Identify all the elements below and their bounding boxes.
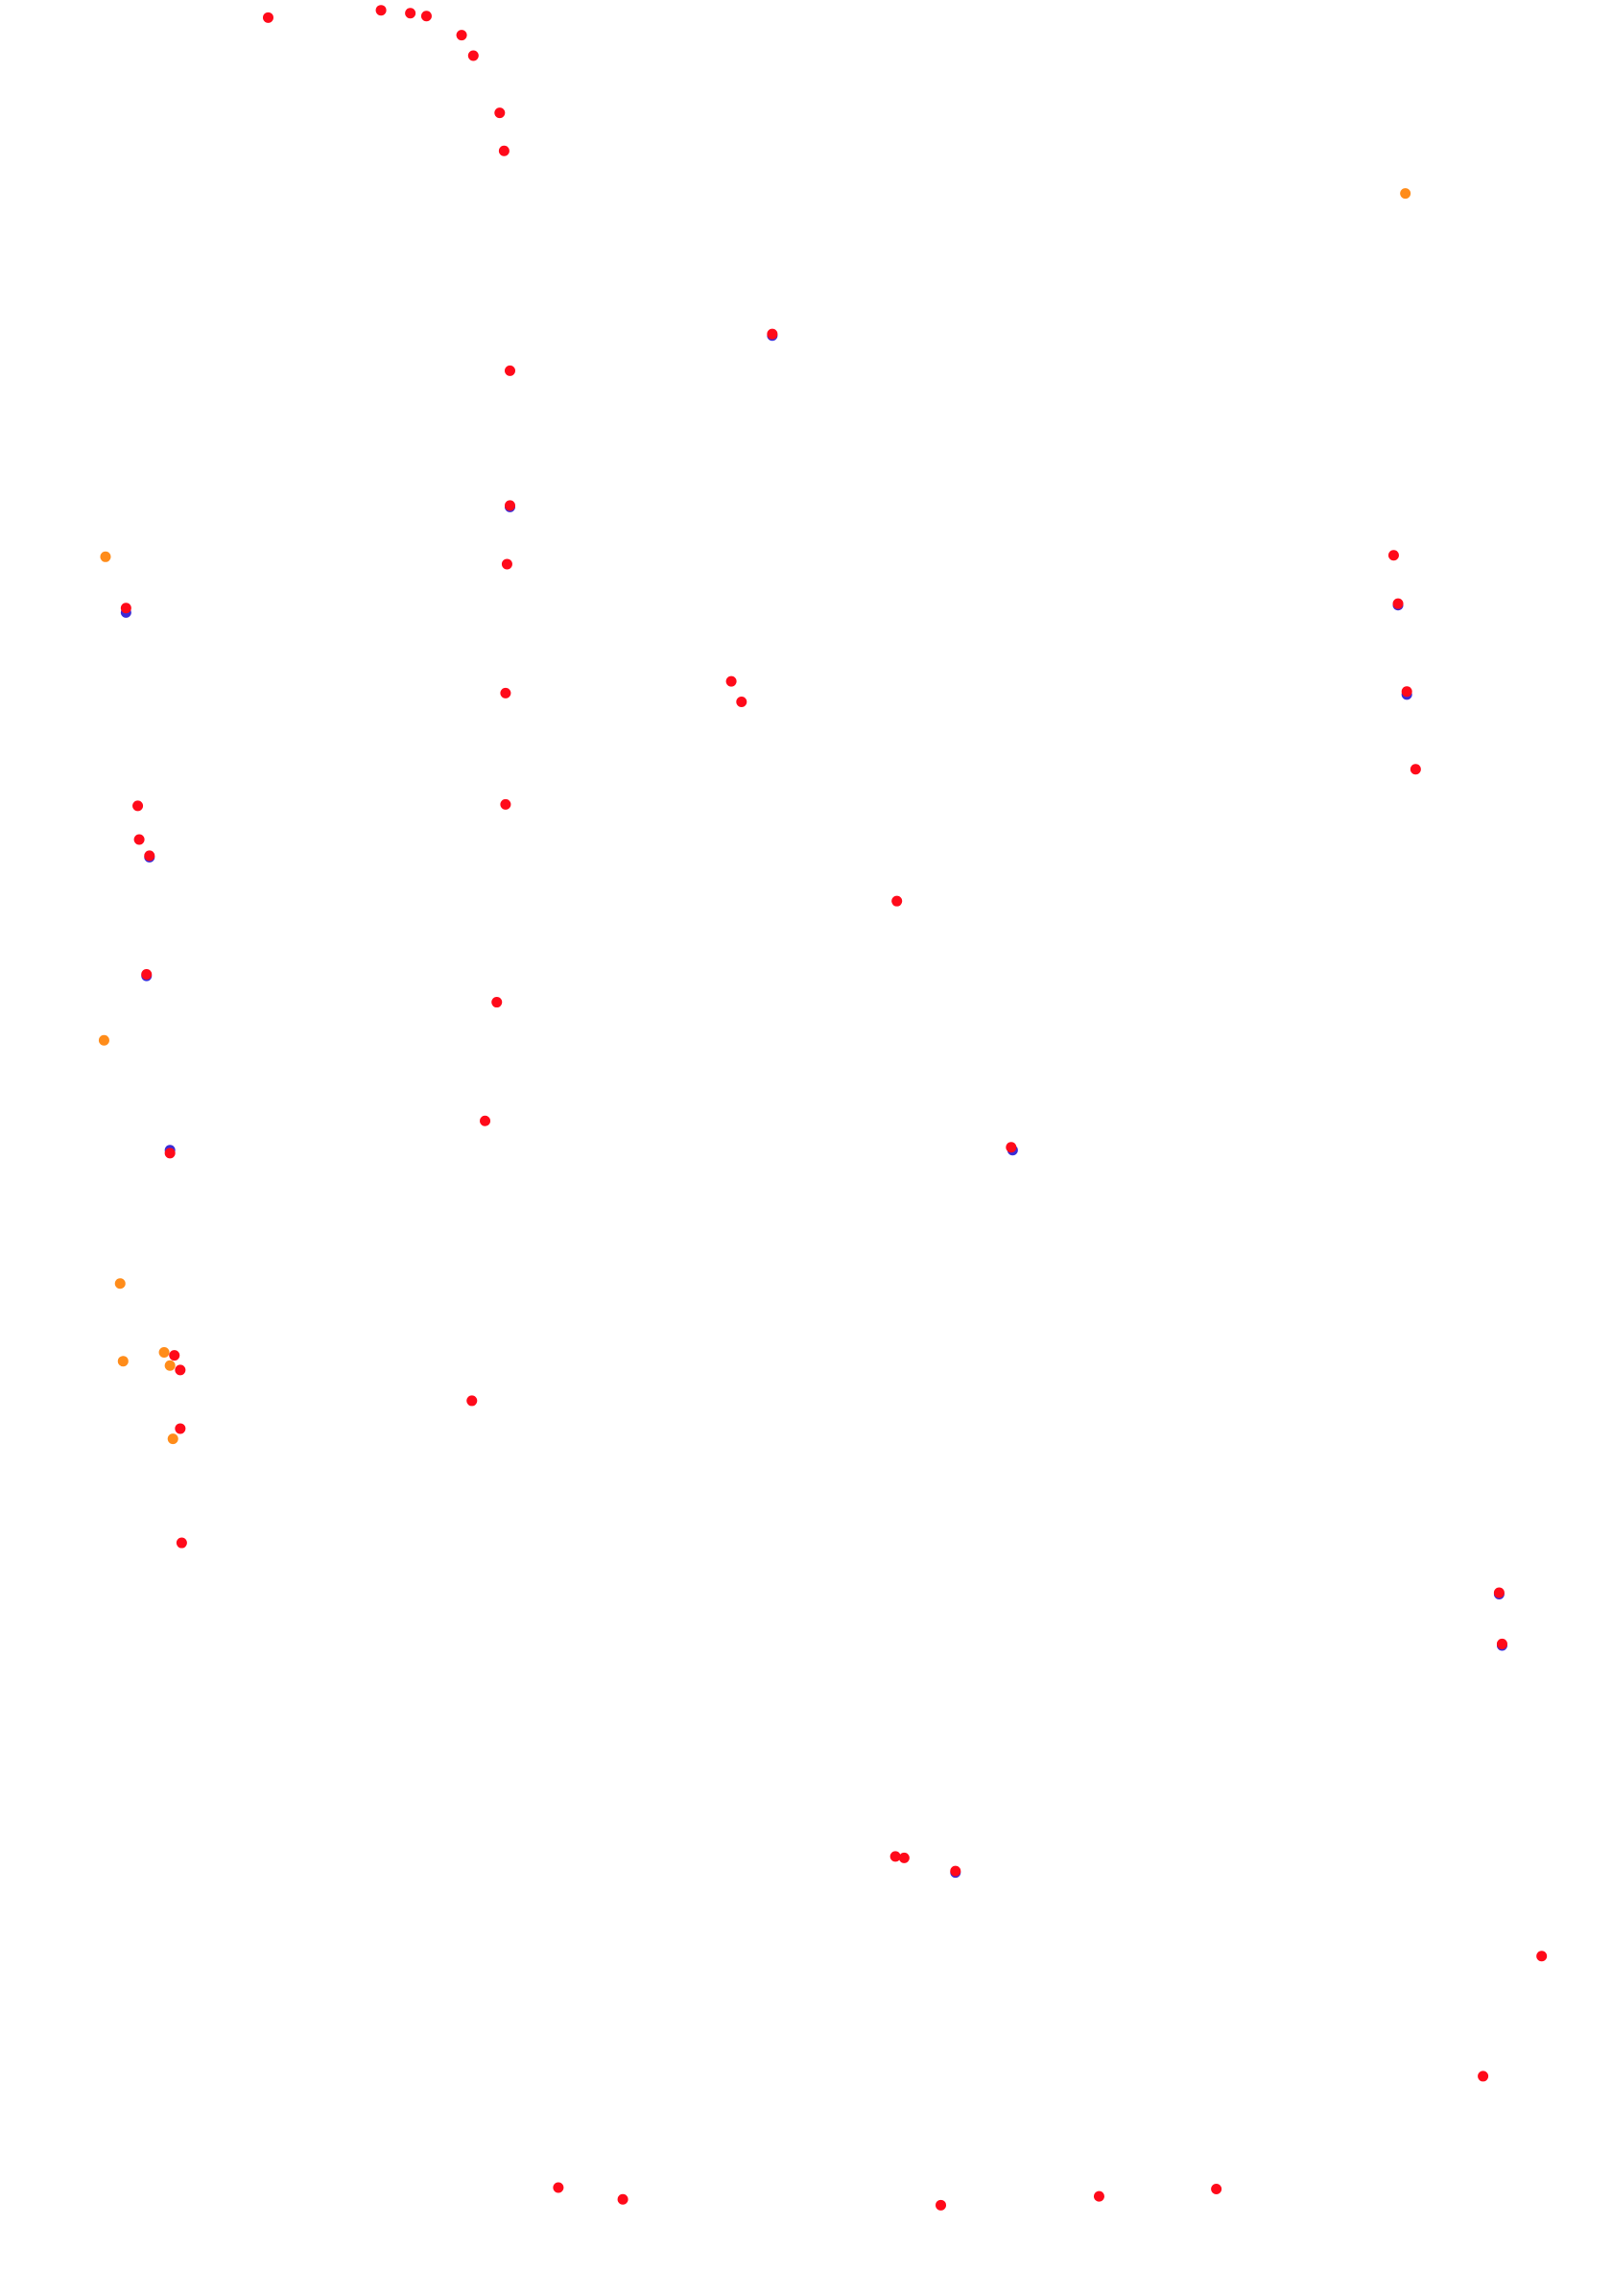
marker-dot [1496, 1638, 1507, 1649]
marker-dot [725, 675, 737, 687]
marker-dot [176, 1537, 187, 1549]
marker-dot [1387, 550, 1399, 561]
marker-dot [175, 1423, 186, 1434]
marker-dot [1401, 686, 1412, 698]
marker-dot [889, 1851, 901, 1862]
marker-dot [500, 798, 511, 810]
marker-dot [175, 1364, 186, 1376]
marker-dot [132, 800, 144, 812]
marker-dot [1400, 188, 1411, 200]
marker-dot [1493, 1587, 1505, 1598]
marker-dot [117, 1356, 129, 1367]
marker-dot [1211, 2184, 1222, 2195]
marker-dot [144, 850, 155, 862]
marker-dot [494, 107, 506, 119]
marker-dot [936, 2199, 947, 2211]
marker-dot [98, 1034, 109, 1046]
marker-dot [164, 1360, 176, 1371]
marker-dot [120, 603, 131, 614]
marker-dot [1536, 1951, 1548, 1962]
marker-dot [141, 969, 153, 981]
marker-dot [100, 551, 111, 562]
marker-dot [950, 1865, 961, 1877]
marker-dot [467, 50, 479, 61]
marker-dot [617, 2193, 628, 2205]
marker-dot [891, 895, 903, 907]
marker-dot [114, 1278, 126, 1290]
marker-dot [405, 8, 416, 19]
marker-dot [262, 12, 273, 23]
marker-dot [736, 696, 747, 707]
marker-dot [504, 365, 515, 376]
marker-dot [504, 500, 515, 511]
marker-dot [767, 328, 778, 340]
marker-dot [498, 145, 510, 156]
marker-dot [133, 834, 145, 845]
marker-dot [1093, 2190, 1104, 2202]
marker-dot [1478, 2071, 1489, 2082]
marker-dot [420, 11, 432, 22]
marker-dot [480, 1115, 491, 1126]
marker-dot [164, 1148, 176, 1159]
marker-dot [491, 997, 503, 1008]
marker-dot [1006, 1142, 1017, 1153]
marker-dot [553, 2182, 564, 2193]
marker-dot [167, 1433, 178, 1445]
marker-dot [466, 1395, 478, 1407]
marker-dot [500, 687, 511, 698]
marker-dot [898, 1852, 910, 1863]
marker-dot [158, 1347, 170, 1359]
marker-dot [375, 5, 387, 16]
marker-dot [456, 30, 467, 41]
marker-dot [1392, 598, 1404, 609]
marker-dot [169, 1350, 180, 1361]
marker-dot [1410, 764, 1421, 775]
marker-dot [501, 558, 512, 570]
